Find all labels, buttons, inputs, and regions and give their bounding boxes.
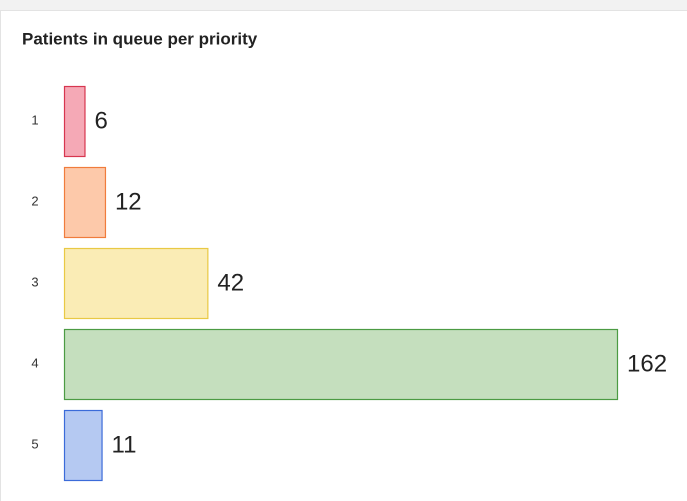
- value-label: 11: [112, 431, 137, 458]
- top-band: [0, 0, 687, 10]
- chart-title: Patients in queue per priority: [22, 29, 258, 48]
- value-label: 42: [217, 269, 244, 296]
- y-tick-label: 2: [31, 193, 38, 208]
- value-label: 12: [115, 188, 142, 215]
- y-tick-label: 3: [31, 274, 38, 289]
- y-tick-label: 1: [31, 112, 38, 127]
- bar: [63, 328, 619, 401]
- y-tick-label: 5: [31, 436, 38, 451]
- value-label: 6: [94, 107, 107, 134]
- bar: [63, 166, 107, 239]
- bar: [63, 409, 103, 482]
- bar: [63, 247, 209, 320]
- bar: [63, 85, 86, 158]
- y-tick-label: 4: [31, 355, 38, 370]
- value-label: 162: [627, 350, 667, 377]
